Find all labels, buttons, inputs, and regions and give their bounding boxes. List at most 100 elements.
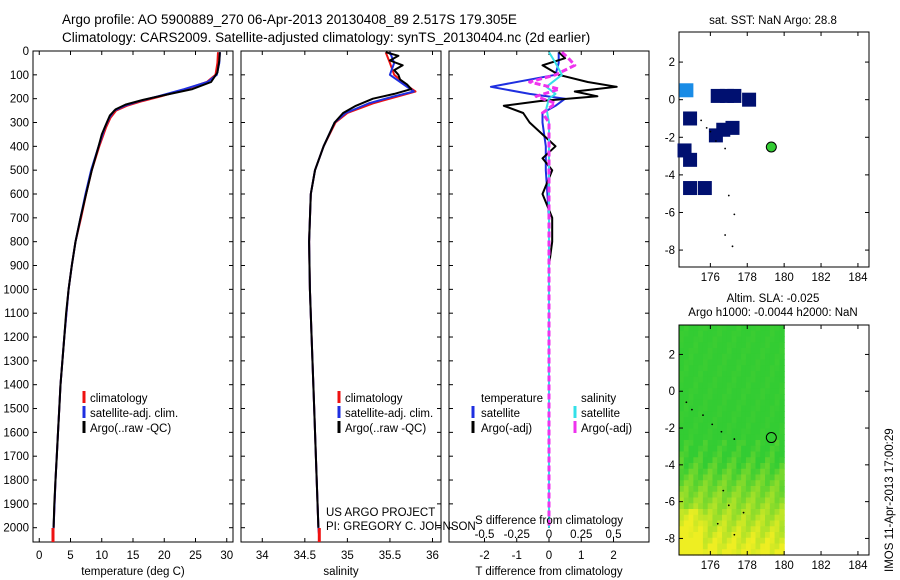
sla-heatmap-cell xyxy=(755,468,761,476)
sla-heatmap-cell xyxy=(707,457,714,464)
sla-heatmap-cell xyxy=(702,509,709,516)
sla-heatmap-cell xyxy=(702,537,709,545)
sla-heatmap-cell xyxy=(779,371,785,378)
sla-heatmap-cell xyxy=(736,468,742,476)
sla-heatmap-cell xyxy=(760,405,766,412)
sla-heatmap-cell xyxy=(779,503,785,510)
sla-heatmap-cell xyxy=(717,532,723,539)
sla-heatmap-cell xyxy=(707,532,714,539)
sla-heatmap-cell xyxy=(693,497,699,504)
sla-heatmap-cell xyxy=(779,463,785,470)
sla-heatmap-cell xyxy=(717,405,723,412)
sla-heatmap-cell xyxy=(698,457,704,464)
sla-heatmap-cell xyxy=(698,325,704,332)
sla-heatmap-cell xyxy=(688,549,694,556)
sla-heatmap-cell xyxy=(698,503,704,510)
sla-heatmap-cell xyxy=(731,445,737,453)
sla-heatmap-cell xyxy=(693,353,699,361)
sla-heatmap-cell xyxy=(765,399,771,407)
sla-heatmap-cell xyxy=(688,325,694,332)
sla-heatmap-cell xyxy=(736,474,742,481)
sla-heatmap-cell xyxy=(717,463,723,470)
y-tick-label: 100 xyxy=(10,70,29,82)
sla-heatmap-cell xyxy=(683,376,690,384)
sla-heatmap-cell xyxy=(707,422,714,430)
sla-heatmap-cell xyxy=(688,376,694,384)
sla-heatmap-cell xyxy=(693,440,699,447)
sla-heatmap-cell xyxy=(750,537,757,545)
sla-heatmap-cell xyxy=(731,474,737,481)
sla-heatmap-cell xyxy=(774,480,780,487)
sla-heatmap-cell xyxy=(750,514,757,522)
sla-heatmap-cell xyxy=(736,457,742,464)
sla-heatmap-cell xyxy=(722,376,728,384)
sla-heatmap-cell xyxy=(688,440,694,447)
sla-heatmap-cell xyxy=(731,399,737,407)
x-tick-label: 25 xyxy=(189,550,202,562)
track-point xyxy=(702,414,704,417)
sla-heatmap-cell xyxy=(769,365,776,372)
map-y-tick-label: 0 xyxy=(669,386,675,398)
sla-heatmap-cell xyxy=(702,330,709,338)
sla-heatmap-cell xyxy=(717,342,723,349)
sla-heatmap-cell xyxy=(698,353,704,361)
sla-heatmap-cell xyxy=(765,520,771,527)
sla-heatmap-cell xyxy=(779,376,785,384)
sla-heatmap-cell xyxy=(712,399,718,407)
sla-heatmap-cell xyxy=(741,371,747,378)
temperature-legend: climatology satellite-adj. clim. Argo(..… xyxy=(82,391,178,435)
sla-heatmap-cell xyxy=(698,382,704,389)
sla-heatmap-cell xyxy=(760,468,766,476)
sla-heatmap-cell xyxy=(765,549,771,556)
sla-heatmap-cell xyxy=(679,445,685,453)
sla-heatmap-cell xyxy=(722,509,728,516)
sla-heatmap-cell xyxy=(702,549,709,556)
y-tick-label: 400 xyxy=(10,141,29,153)
sla-heatmap-cell xyxy=(750,509,757,516)
sla-heatmap-cell xyxy=(679,428,685,435)
sla-heatmap-cell xyxy=(760,537,766,545)
sla-heatmap-cell xyxy=(707,417,714,424)
sla-heatmap-cell xyxy=(707,543,714,550)
sla-heatmap-cell xyxy=(745,503,752,510)
sla-heatmap-cell xyxy=(688,342,694,349)
sla-heatmap-cell xyxy=(774,405,780,412)
sla-heatmap-cell xyxy=(750,353,757,361)
sla-heatmap-cell xyxy=(760,526,766,533)
sla-heatmap-cell xyxy=(707,440,714,447)
x-tick-label: -1 xyxy=(512,550,522,562)
sla-heatmap-cell xyxy=(774,445,780,453)
sla-heatmap-cell xyxy=(779,532,785,539)
map-x-tick-label: 176 xyxy=(701,560,720,572)
sla-heatmap-cell xyxy=(741,399,747,407)
sla-heatmap-cell xyxy=(745,325,752,332)
sla-heatmap-cell xyxy=(779,509,785,516)
sla-heatmap-cell xyxy=(731,463,737,470)
salinity-axis-label: salinity xyxy=(323,566,358,578)
sla-heatmap-cell xyxy=(722,474,728,481)
sla-heatmap-cell xyxy=(726,394,733,401)
sla-heatmap-cell xyxy=(745,342,752,349)
sla-heatmap-cell xyxy=(779,330,785,338)
sla-heatmap-cell xyxy=(745,371,752,378)
sla-heatmap-cell xyxy=(769,543,776,550)
sla-heatmap-cell xyxy=(712,376,718,384)
sla-heatmap-cell xyxy=(774,491,780,499)
sla-heatmap-cell xyxy=(702,457,709,464)
sla-heatmap-cell xyxy=(769,526,776,533)
sla-heatmap-cell xyxy=(755,474,761,481)
sla-heatmap-cell xyxy=(698,532,704,539)
sla-heatmap-cell xyxy=(765,468,771,476)
sla-heatmap-cell xyxy=(679,342,685,349)
sla-heatmap-cell xyxy=(765,353,771,361)
sla-heatmap-cell xyxy=(779,411,785,418)
sla-heatmap-cell xyxy=(726,359,733,366)
sla-heatmap-cell xyxy=(698,520,704,527)
sla-heatmap-cell xyxy=(741,434,747,441)
sla-heatmap-cell xyxy=(693,336,699,343)
sla-heatmap-cell xyxy=(774,342,780,349)
sla-heatmap-cell xyxy=(774,520,780,527)
sla-heatmap-cell xyxy=(726,520,733,527)
sla-heatmap-cell xyxy=(707,445,714,453)
sla-heatmap-cell xyxy=(722,468,728,476)
